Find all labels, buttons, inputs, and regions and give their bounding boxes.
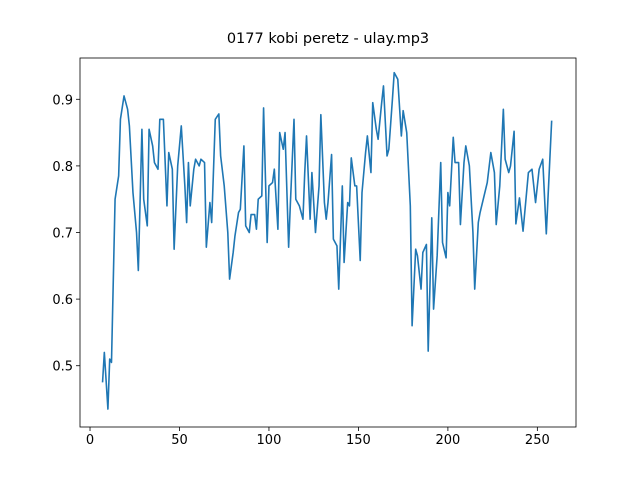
x-tick-label: 150 — [346, 433, 371, 448]
data-line — [101, 71, 553, 410]
x-tick-label: 250 — [525, 433, 550, 448]
y-tick-label: 0.9 — [52, 93, 73, 108]
x-tick-label: 100 — [257, 433, 282, 448]
x-tick-label: 200 — [435, 433, 460, 448]
y-tick-label: 0.7 — [52, 227, 73, 242]
y-tick-label: 0.8 — [52, 160, 73, 175]
y-tick-label: 0.6 — [52, 293, 73, 308]
y-tick-label: 0.5 — [52, 360, 73, 375]
chart-title: 0177 kobi peretz - ulay.mp3 — [227, 31, 429, 47]
x-tick-label: 50 — [171, 433, 188, 448]
plot-frame — [79, 57, 577, 428]
x-tick-label: 0 — [86, 433, 94, 448]
